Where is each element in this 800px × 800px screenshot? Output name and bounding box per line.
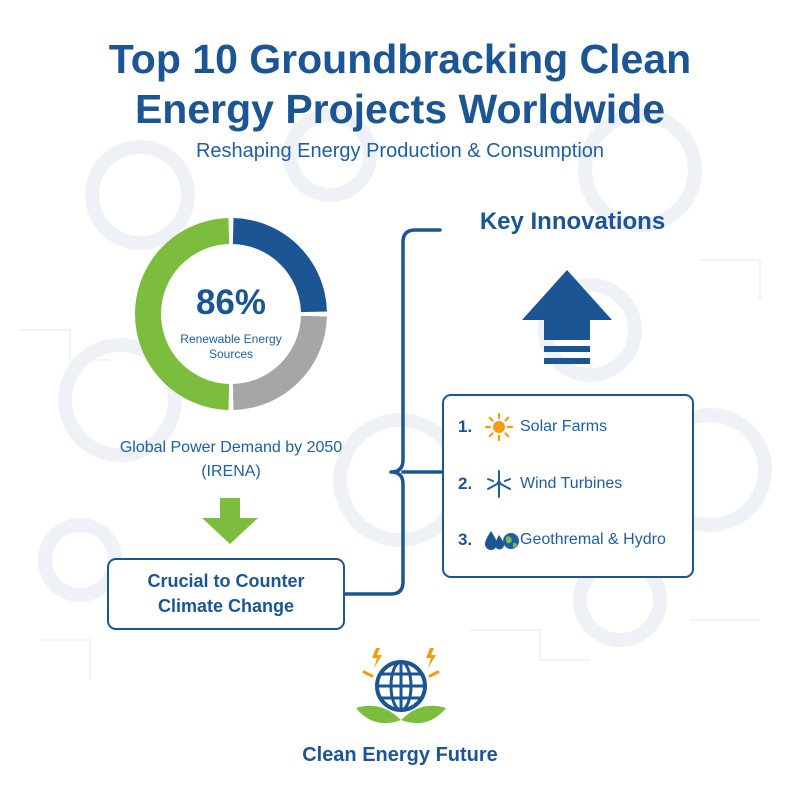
donut-segment-1 xyxy=(232,218,327,313)
innovations-list: 1. Solar Farms 2. xyxy=(442,394,694,578)
wind-turbine-icon xyxy=(484,469,520,499)
list-item: 1. Solar Farms xyxy=(458,412,607,442)
page-subtitle: Reshaping Energy Production & Consumptio… xyxy=(195,140,605,162)
power-demand-caption: Global Power Demand by 2050 (IRENA) xyxy=(86,436,376,484)
climate-change-box: Crucial to Counter Climate Change xyxy=(107,558,345,630)
donut-segment-2 xyxy=(232,315,327,410)
blue-up-arrow-icon xyxy=(522,270,612,364)
curly-bracket-connector xyxy=(345,228,445,596)
list-item-label: Solar Farms xyxy=(520,418,608,435)
title-line-1: Top 10 Groundbracking Clean xyxy=(108,36,692,82)
list-item-number: 2. xyxy=(458,474,473,493)
list-item-label: Wind Turbines xyxy=(520,475,623,492)
list-item-label: Geothremal & Hydro xyxy=(520,531,666,548)
page-title: Top 10 Groundbracking Clean Energy Proje… xyxy=(0,34,800,134)
sun-icon xyxy=(484,412,520,442)
list-item: 2. Wind Turbines xyxy=(458,469,622,499)
list-item-number: 1. xyxy=(458,417,473,436)
green-down-arrow-icon xyxy=(202,498,258,544)
power-demand-line-2: (IRENA) xyxy=(201,463,261,480)
logo-text: Clean Energy Future xyxy=(302,744,498,766)
key-innovations-title: Key Innovations xyxy=(479,208,666,235)
climate-line-2: Climate Change xyxy=(157,596,295,616)
list-item-number: 3. xyxy=(458,530,473,549)
donut-segment-3 xyxy=(134,218,230,410)
renewable-percent: 86% xyxy=(195,283,267,322)
title-line-2: Energy Projects Worldwide xyxy=(134,86,666,132)
power-demand-line-1: Global Power Demand by 2050 xyxy=(119,439,343,456)
climate-line-1: Crucial to Counter xyxy=(147,571,305,591)
globe-leaves-lightning-icon xyxy=(356,648,446,724)
renewable-label: Renewable Energy Sources xyxy=(180,332,282,361)
renewable-share-donut xyxy=(134,218,327,410)
water-drops-globe-icon xyxy=(484,525,520,555)
list-item: 3. Geothremal & Hydro xyxy=(458,525,666,555)
